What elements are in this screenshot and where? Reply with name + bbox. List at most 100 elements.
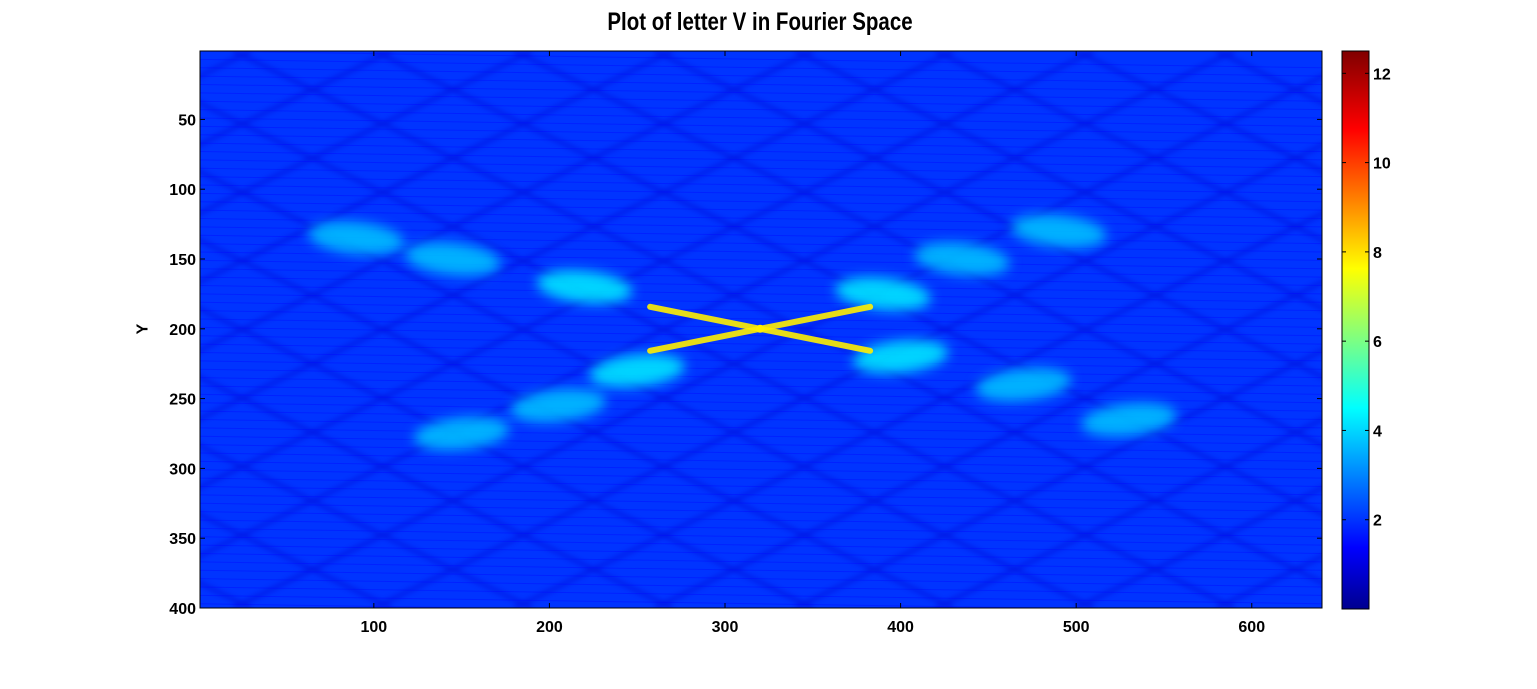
y-tick-label: 50 xyxy=(178,112,196,129)
streak-line xyxy=(200,469,1322,488)
bright-band xyxy=(405,242,501,276)
chart-title: Plot of letter V in Fourier Space xyxy=(607,8,913,36)
x-tick-label: 200 xyxy=(536,619,563,636)
lattice-line xyxy=(0,51,110,608)
streak-line xyxy=(200,494,1322,513)
heatmap-layer xyxy=(0,51,1537,608)
y-tick-label: 350 xyxy=(169,531,196,548)
bright-band xyxy=(536,270,633,304)
y-axis-label: Y xyxy=(134,323,152,335)
bright-band xyxy=(1010,214,1107,248)
lattice-line xyxy=(794,349,1322,608)
streak-line xyxy=(200,58,1322,77)
streak-line xyxy=(200,218,1322,236)
x-tick-label: 500 xyxy=(1063,619,1090,636)
lattice-line xyxy=(935,51,1322,241)
lattice-line xyxy=(200,51,673,283)
streak-line xyxy=(200,578,1322,596)
x-tick-label: 300 xyxy=(712,619,739,636)
streak-line xyxy=(200,561,1322,580)
streak-line xyxy=(200,268,1322,287)
bright-bands xyxy=(308,214,1177,451)
bright-band xyxy=(852,340,949,374)
y-tick-label: 100 xyxy=(169,182,196,199)
x-axis: 100 200 300 400 500 600 xyxy=(360,51,1265,636)
streak-line xyxy=(200,134,1322,153)
streak-line xyxy=(200,142,1322,161)
streak-line xyxy=(200,285,1322,303)
streak-line xyxy=(200,335,1322,354)
bright-band xyxy=(308,221,405,255)
streak-line xyxy=(200,67,1322,86)
lattice-line xyxy=(1075,486,1322,608)
streak-line xyxy=(200,594,1075,608)
streak-line xyxy=(200,352,1322,370)
y-axis: 50 100 150 200 250 300 350 400 xyxy=(169,112,1322,618)
bright-band xyxy=(975,367,1072,402)
lattice-line xyxy=(513,212,1322,608)
streak-line xyxy=(200,385,1322,404)
colorbar-tick-label: 8 xyxy=(1373,245,1382,262)
colorbar-tick-label: 12 xyxy=(1373,66,1391,83)
lattice-line xyxy=(200,51,533,215)
x-tick-label: 600 xyxy=(1238,619,1265,636)
streak-line xyxy=(200,435,1322,454)
lattice-line xyxy=(1498,51,1537,608)
lattice-line xyxy=(0,51,110,608)
streak-line xyxy=(200,75,1322,94)
streak-line xyxy=(200,553,1322,571)
bright-band xyxy=(835,277,931,311)
streak-line xyxy=(200,51,1322,69)
colorbar xyxy=(1341,50,1370,610)
streak-line xyxy=(200,427,1322,446)
streak-line xyxy=(200,527,1322,546)
streak-line xyxy=(200,100,1322,119)
streak-line xyxy=(200,192,1322,211)
streak-line xyxy=(200,452,1322,471)
streak-line xyxy=(200,377,1322,395)
lattice-line xyxy=(1498,51,1537,608)
streak-line xyxy=(200,151,1322,169)
streak-line xyxy=(200,251,1322,270)
lattice-line xyxy=(935,418,1322,608)
streak-line xyxy=(200,117,1322,136)
streak-line xyxy=(200,167,1322,186)
plot-frame xyxy=(199,50,1323,609)
streak-line xyxy=(200,310,1322,328)
lattice-line xyxy=(1357,51,1537,608)
streak-line xyxy=(200,301,1322,320)
bright-band xyxy=(510,388,606,423)
peak-cross xyxy=(647,303,874,354)
bright-band xyxy=(413,416,510,451)
y-tick-label: 300 xyxy=(169,461,196,478)
streak-line xyxy=(200,84,1322,102)
streak-line xyxy=(200,477,1322,496)
streak-line xyxy=(200,502,1322,521)
streak-line xyxy=(200,209,1322,228)
colorbar-axis: 2 4 6 8 10 12 xyxy=(1342,66,1391,530)
fine-streaks xyxy=(200,51,1322,608)
streak-line xyxy=(200,92,1322,111)
colorbar-tick-label: 6 xyxy=(1373,334,1382,351)
y-tick-label: 150 xyxy=(169,252,196,269)
streak-line xyxy=(200,276,1322,295)
streak-line xyxy=(200,368,1322,387)
streak-line xyxy=(200,125,1322,144)
lattice-line xyxy=(200,51,1095,489)
bright-band xyxy=(1081,402,1177,437)
streak-line xyxy=(200,201,1322,220)
streak-line xyxy=(200,159,1322,178)
streak-line xyxy=(200,293,1322,312)
peak-center xyxy=(756,324,765,333)
lattice-line xyxy=(200,51,1235,558)
streak-line xyxy=(200,184,1322,203)
lattice-line xyxy=(200,51,954,421)
x-tick-label: 100 xyxy=(360,619,387,636)
lattice-line xyxy=(200,513,392,608)
lattice-line xyxy=(373,143,1322,608)
x-tick-label: 400 xyxy=(887,619,914,636)
dark-lattice-lines xyxy=(0,51,1537,608)
streak-line xyxy=(200,586,1322,605)
